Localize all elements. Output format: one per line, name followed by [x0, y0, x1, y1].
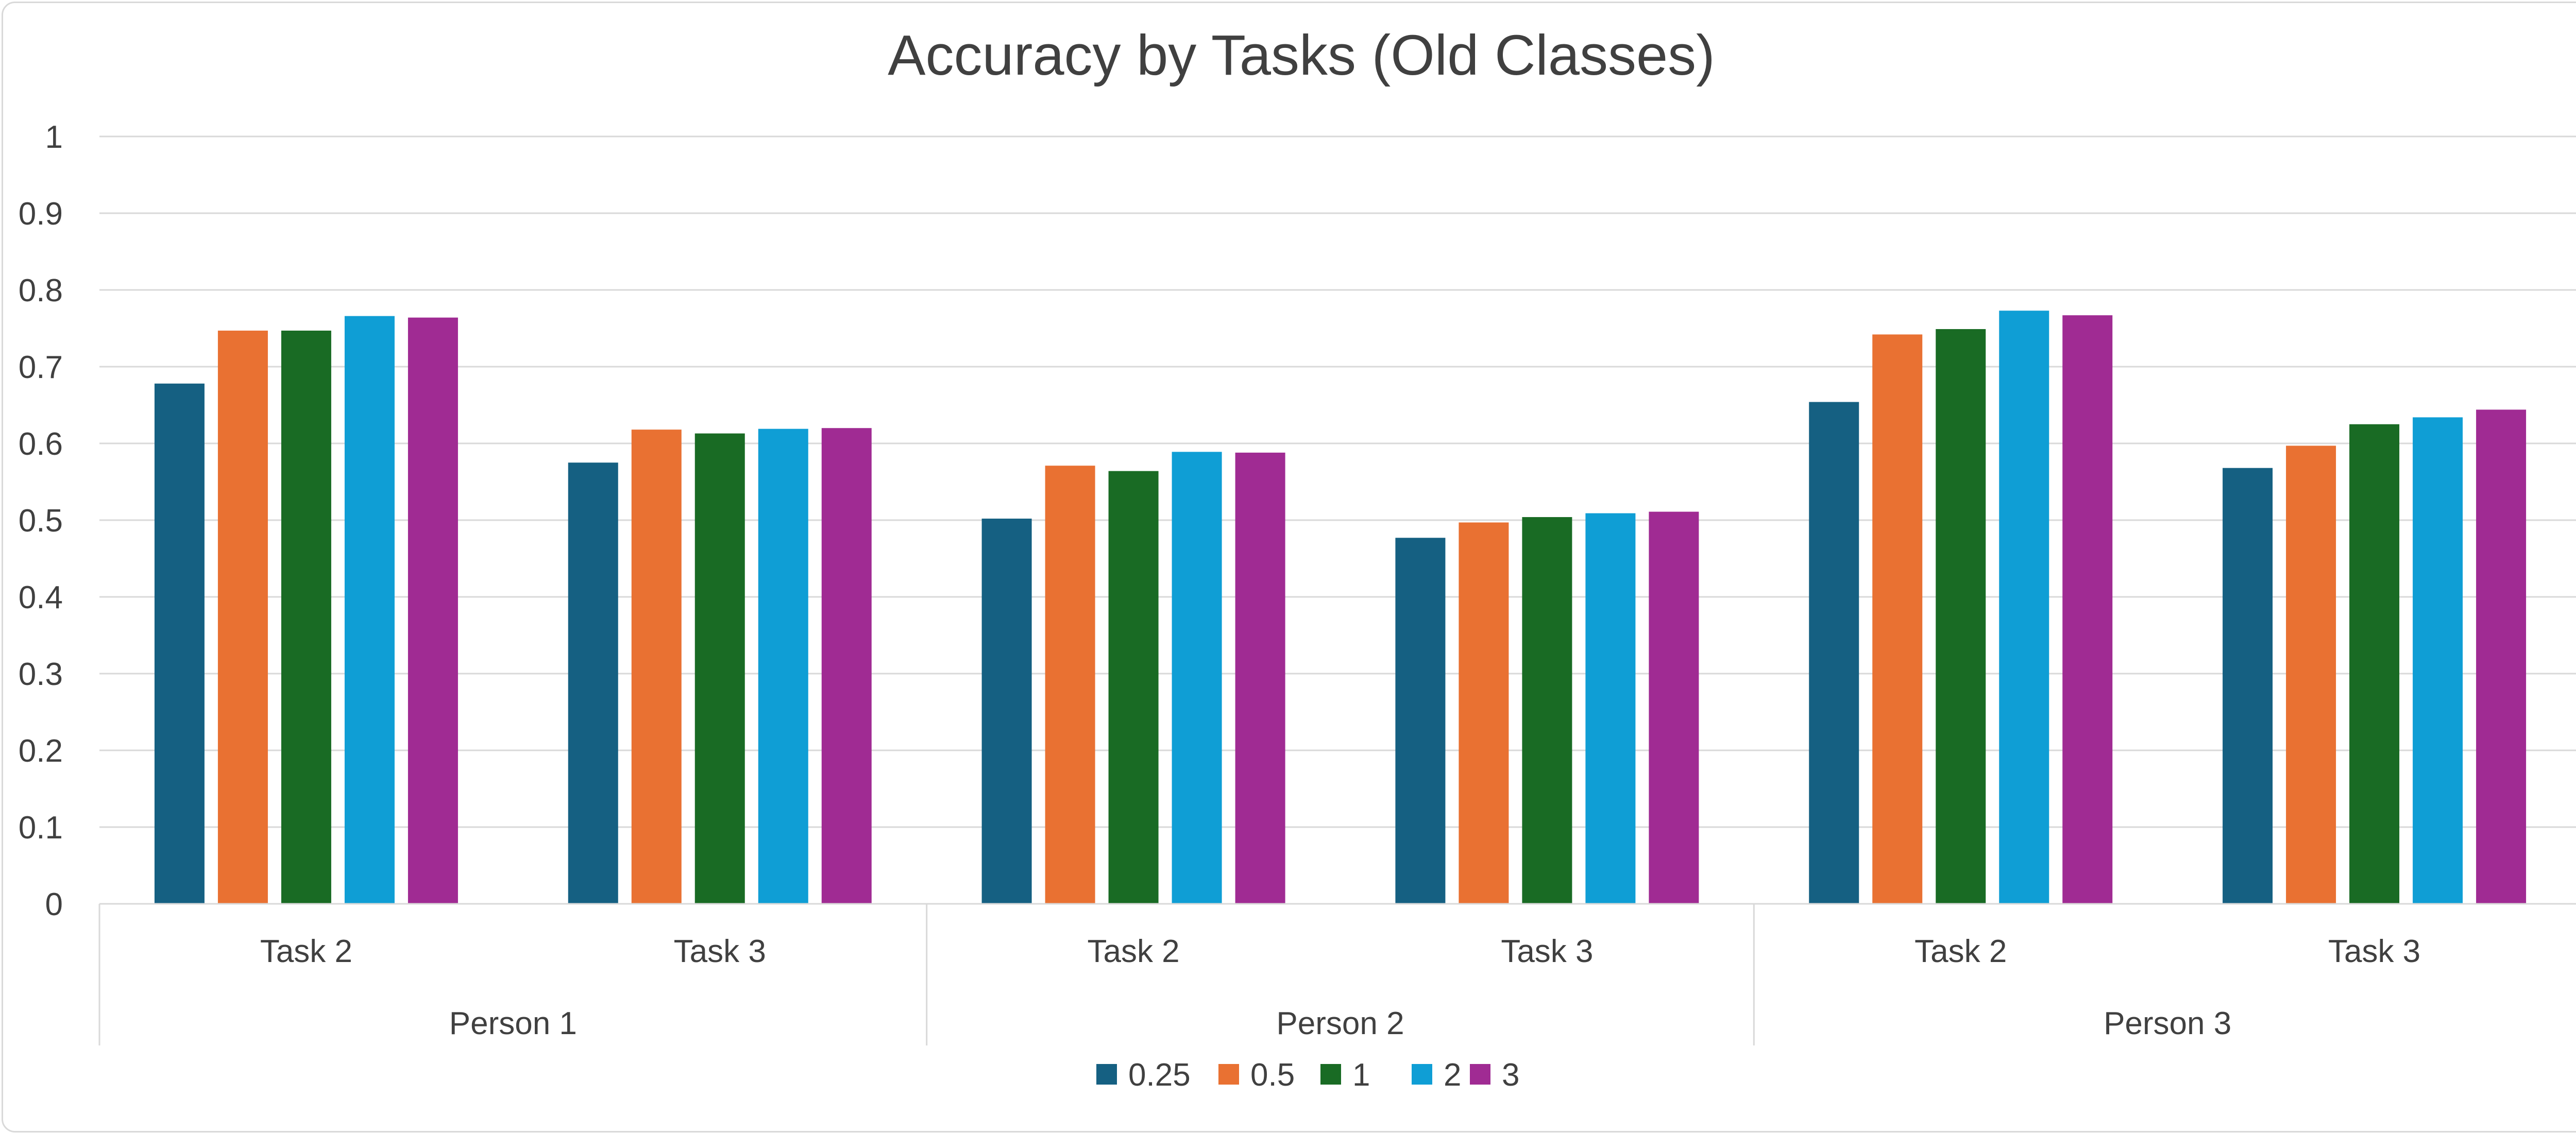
- bar-0_5-1: [217, 330, 268, 904]
- legend-label: 3: [1502, 1057, 1519, 1093]
- bar-2-3: [1172, 452, 1222, 904]
- x-tick-label: Task 2: [260, 934, 352, 969]
- legend-label: 1: [1352, 1057, 1370, 1093]
- legend-label: 2: [1444, 1057, 1461, 1093]
- y-tick-label: 0.4: [19, 580, 63, 615]
- chart-title: Accuracy by Tasks (Old Classes): [888, 24, 1715, 87]
- bar-2-2: [758, 428, 808, 904]
- bar-1-1: [281, 330, 331, 904]
- legend-label: 0.25: [1128, 1057, 1191, 1093]
- x-tick-label: Task 3: [1501, 934, 1593, 969]
- y-tick-label: 0.9: [19, 196, 63, 232]
- bar-0_25-4: [1395, 538, 1446, 904]
- legend-swatch: [1096, 1064, 1117, 1085]
- bar-1-6: [2349, 424, 2400, 904]
- y-tick-label: 0.2: [19, 733, 63, 769]
- bar-3-2: [821, 428, 872, 904]
- y-tick-label: 0.5: [19, 503, 63, 539]
- y-axis: 0 0.1 0.2 0.3 0.4 0.5 0.6 0.7 0.8 0.9 1: [19, 119, 63, 922]
- bar-0_5-5: [1872, 334, 1923, 904]
- x-tick-label: Task 3: [674, 934, 766, 969]
- bar-2-1: [344, 316, 395, 904]
- bar-1-3: [1108, 471, 1159, 904]
- legend-swatch: [1320, 1064, 1341, 1085]
- y-tick-label: 0: [45, 887, 63, 922]
- y-tick-label: 1: [45, 119, 63, 155]
- gridlines: [99, 135, 2576, 905]
- bar-0_25-1: [154, 383, 205, 904]
- x-tick-label: Task 2: [1914, 934, 2007, 969]
- bar-2-5: [1999, 311, 2049, 904]
- y-tick-label: 0.1: [19, 810, 63, 846]
- bar-3-1: [408, 317, 458, 904]
- x-tick-label: Task 2: [1087, 934, 1179, 969]
- legend: 0.25 0.5 1 2 3: [1096, 1057, 1519, 1093]
- bar-3-5: [2062, 315, 2113, 904]
- bar-0_25-6: [2223, 468, 2273, 904]
- bar-1-5: [1936, 329, 1986, 904]
- x-tick-label: Task 3: [2328, 934, 2420, 969]
- bars: [154, 311, 2527, 904]
- legend-swatch: [1412, 1064, 1432, 1085]
- y-tick-label: 0.7: [19, 350, 63, 385]
- bar-3-4: [1649, 511, 1699, 904]
- group-label: Person 1: [449, 1006, 577, 1041]
- group-label: Person 2: [1276, 1006, 1404, 1041]
- bar-0_5-4: [1459, 522, 1509, 904]
- bar-0_25-3: [981, 519, 1032, 904]
- bar-2-4: [1585, 513, 1636, 904]
- legend-label: 0.5: [1250, 1057, 1295, 1093]
- y-tick-label: 0.6: [19, 426, 63, 462]
- y-tick-label: 0.8: [19, 273, 63, 308]
- bar-3-6: [2476, 409, 2527, 904]
- bar-0_5-2: [631, 430, 682, 904]
- bar-1-2: [694, 433, 745, 904]
- group-label: Person 3: [2104, 1006, 2231, 1041]
- bar-3-3: [1235, 452, 1285, 904]
- y-tick-label: 0.3: [19, 657, 63, 692]
- bar-0_5-3: [1045, 466, 1095, 904]
- legend-swatch: [1218, 1064, 1239, 1085]
- bar-0_5-6: [2286, 445, 2336, 904]
- bar-0_25-2: [568, 462, 618, 904]
- x-axis: Task 2 Task 3 Task 2 Task 3 Task 2 Task 3 Pers…: [98, 903, 2576, 1045]
- bar-1-4: [1522, 517, 1572, 904]
- bar-0_25-5: [1809, 402, 1859, 904]
- bar-2-6: [2413, 417, 2463, 904]
- legend-swatch: [1470, 1064, 1490, 1085]
